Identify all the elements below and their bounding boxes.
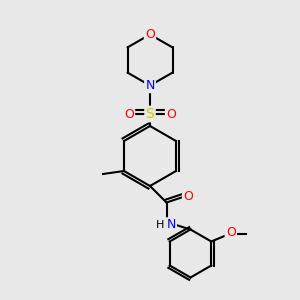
Text: O: O — [145, 28, 155, 41]
Text: N: N — [145, 79, 155, 92]
Text: O: O — [166, 107, 176, 121]
Text: S: S — [146, 107, 154, 121]
Text: O: O — [183, 190, 193, 203]
Text: N: N — [166, 218, 176, 232]
Text: O: O — [226, 226, 236, 239]
Text: H: H — [156, 220, 165, 230]
Text: O: O — [124, 107, 134, 121]
